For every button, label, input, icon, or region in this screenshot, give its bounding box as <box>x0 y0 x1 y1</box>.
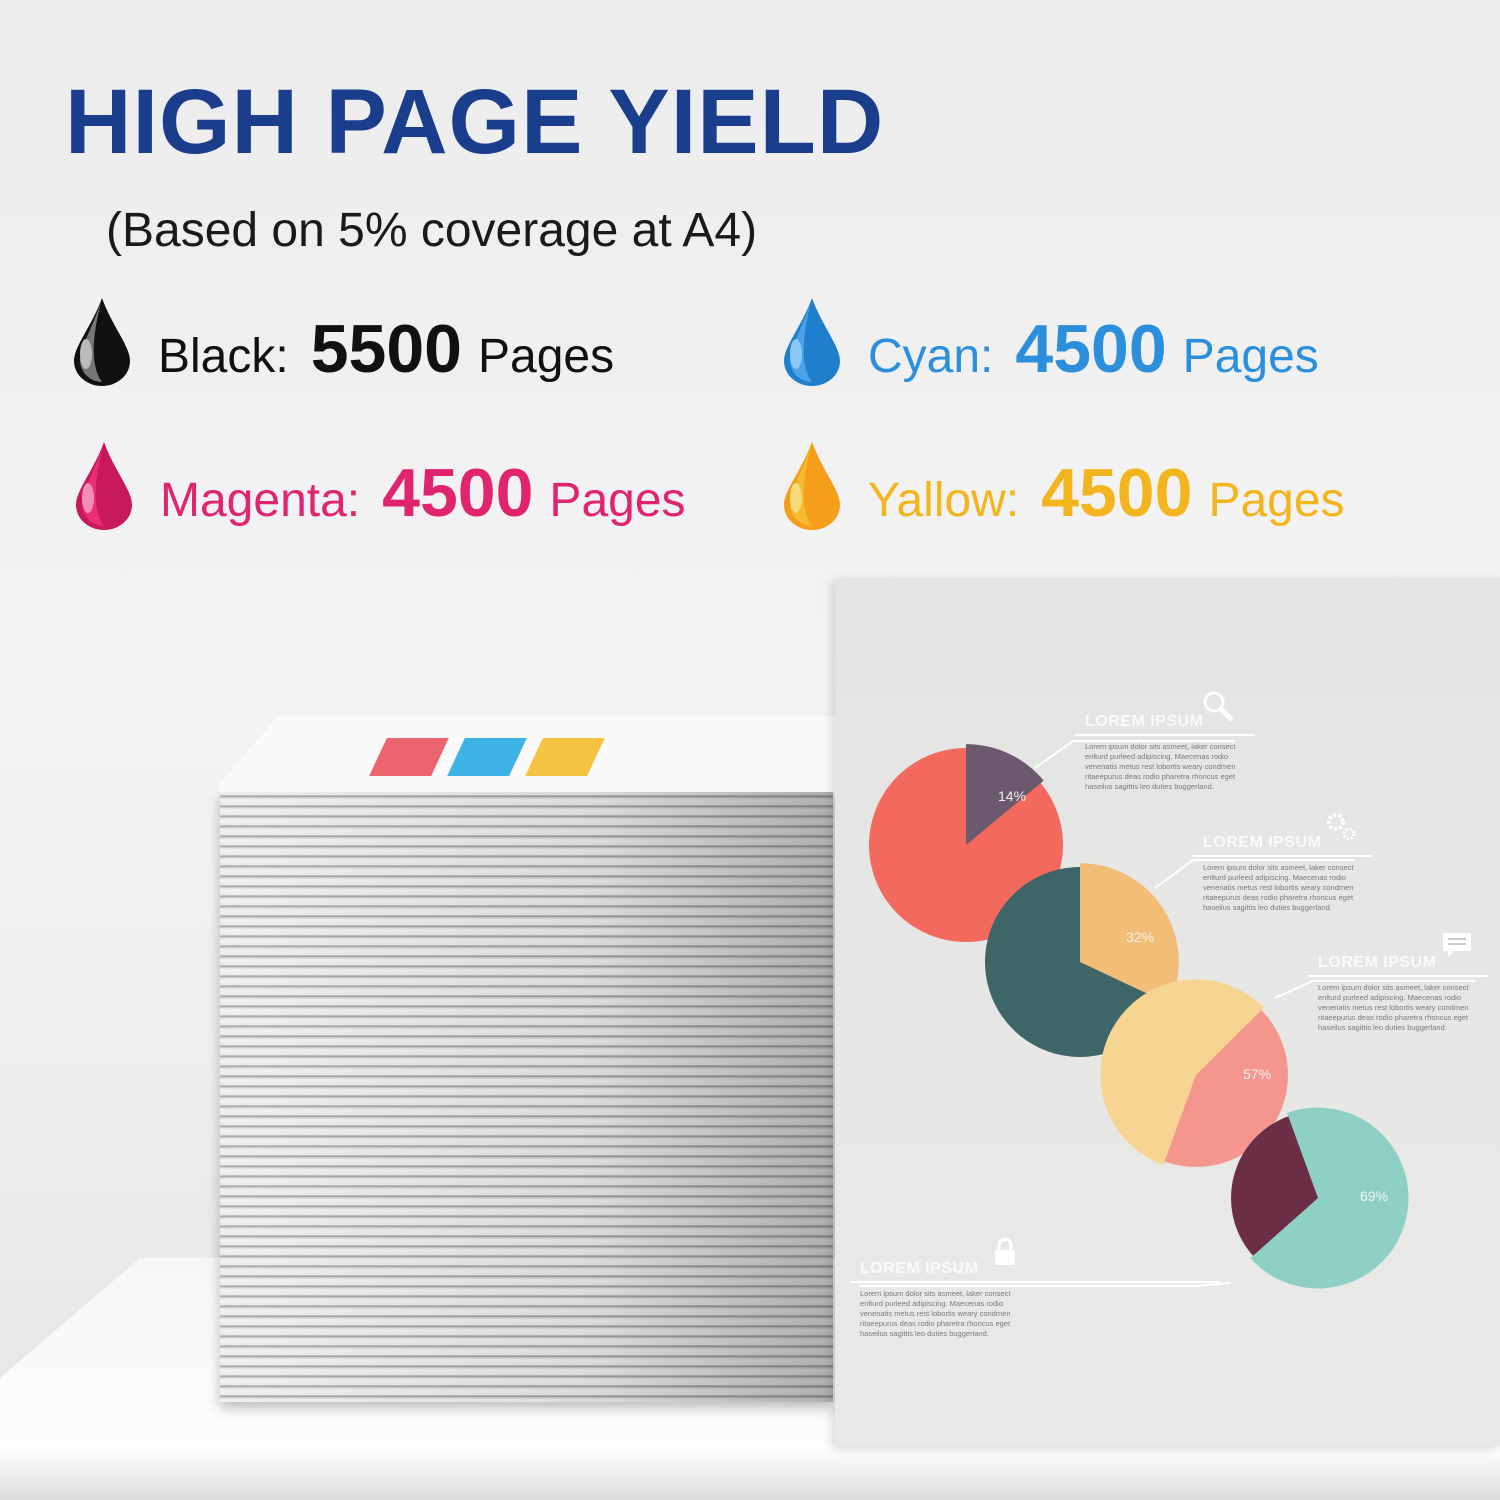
gears-icon <box>1327 813 1356 841</box>
padlock-icon <box>995 1237 1015 1265</box>
black-ink-drop-icon <box>74 298 130 386</box>
yield-cyan: Cyan: 4500 Pages <box>868 310 1319 388</box>
magnifier-icon <box>1203 691 1234 722</box>
yield-label: Yallow: <box>868 474 1020 527</box>
yield-magenta: Magenta: 4500 Pages <box>160 454 686 532</box>
yield-unit: Pages <box>1208 474 1345 527</box>
subtitle: (Based on 5% coverage at A4) <box>106 204 758 257</box>
info-block-heading: LOREM IPSUM <box>1085 713 1204 730</box>
yellow-ink-drop-icon <box>784 442 840 530</box>
yield-unit: Pages <box>549 474 686 527</box>
connector-line <box>860 1282 1231 1287</box>
paper-stack <box>220 790 833 1402</box>
yield-label: Black: <box>158 330 289 383</box>
info-block: LOREM IPSUM Lorem ipsum dolor sits asmee… <box>1075 713 1255 792</box>
pie-slice <box>1080 863 1179 1005</box>
info-block: LOREM IPSUM Lorem ipsum dolor sits asmee… <box>1193 834 1373 913</box>
yield-unit: Pages <box>1182 330 1319 383</box>
yield-value: 5500 <box>310 311 462 387</box>
yield-value: 4500 <box>382 455 534 531</box>
cyan-ink-drop-icon <box>784 298 840 386</box>
divider <box>850 1281 1220 1283</box>
connector-line <box>1154 859 1355 889</box>
connector-line <box>1034 740 1235 769</box>
connector-line <box>1274 980 1475 999</box>
info-block-text: Lorem ipsum dolor sits asmeet, laker con… <box>1318 983 1469 1032</box>
pie-infographic: 14% 32% 57% 69% <box>860 740 1475 1289</box>
headline: HIGH PAGE YIELD <box>65 71 885 173</box>
yield-unit: Pages <box>478 330 615 383</box>
yield-value: 4500 <box>1015 311 1167 387</box>
chat-bubble-icon <box>1443 933 1471 957</box>
info-block-heading: LOREM IPSUM <box>860 1260 979 1277</box>
pie-slice <box>1100 979 1264 1165</box>
info-block: LOREM IPSUM Lorem ipsum dolor sits asmee… <box>1308 954 1488 1033</box>
yield-label: Magenta: <box>160 474 361 527</box>
pie-chart: 57% <box>1100 979 1288 1167</box>
info-block-text: Lorem ipsum dolor sits asmeet, laker con… <box>860 1289 1011 1338</box>
yield-value: 4500 <box>1041 455 1193 531</box>
yield-black: Black: 5500 Pages <box>158 310 614 388</box>
info-block-heading: LOREM IPSUM <box>1318 954 1437 971</box>
magenta-ink-drop-icon <box>76 442 132 530</box>
divider <box>1308 975 1488 977</box>
yield-yellow: Yallow: 4500 Pages <box>868 454 1345 532</box>
pie-percent-label: 32% <box>1126 929 1154 945</box>
info-block-text: Lorem ipsum dolor sits asmeet, laker con… <box>1203 863 1354 912</box>
yield-label: Cyan: <box>868 330 994 383</box>
info-block: LOREM IPSUM Lorem ipsum dolor sits asmee… <box>850 1260 1220 1339</box>
info-block-heading: LOREM IPSUM <box>1203 834 1322 851</box>
pie-percent-label: 14% <box>998 788 1026 804</box>
pie-percent-label: 69% <box>1360 1188 1388 1204</box>
pie-chart: 69% <box>1231 1107 1409 1289</box>
pie-percent-label: 57% <box>1243 1066 1271 1082</box>
pie-slice <box>1250 1107 1409 1289</box>
paper-stack-top-sheet <box>218 716 835 792</box>
info-block-text: Lorem ipsum dolor sits asmeet, laker con… <box>1085 742 1236 791</box>
divider <box>1075 734 1255 736</box>
divider <box>1193 855 1373 857</box>
pie-slice <box>966 744 1044 845</box>
